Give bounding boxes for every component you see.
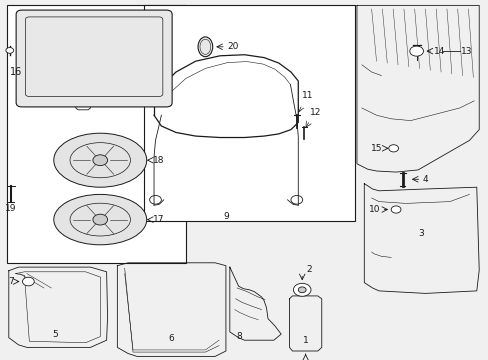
Text: 15: 15	[370, 144, 382, 153]
Text: 9: 9	[223, 212, 228, 221]
Ellipse shape	[54, 133, 146, 187]
Circle shape	[390, 206, 400, 213]
Ellipse shape	[198, 37, 212, 57]
Text: 13: 13	[460, 46, 471, 55]
Circle shape	[388, 145, 398, 152]
Text: 11: 11	[302, 91, 313, 100]
Bar	[144, 5, 354, 221]
Text: 3: 3	[418, 230, 424, 239]
Circle shape	[298, 287, 305, 293]
Text: 12: 12	[309, 108, 321, 117]
Bar	[7, 5, 185, 263]
Circle shape	[93, 214, 107, 225]
Circle shape	[409, 46, 423, 56]
Text: 5: 5	[52, 330, 58, 338]
Circle shape	[293, 283, 310, 296]
Text: 1: 1	[302, 336, 308, 345]
Text: 4: 4	[422, 175, 427, 184]
Ellipse shape	[54, 194, 146, 245]
Text: 16: 16	[10, 67, 22, 77]
Circle shape	[22, 277, 34, 286]
Text: 10: 10	[368, 205, 380, 214]
Text: 6: 6	[168, 334, 174, 343]
Circle shape	[93, 155, 107, 166]
Text: 20: 20	[227, 42, 238, 51]
Text: 18: 18	[153, 156, 164, 165]
Text: 14: 14	[433, 46, 445, 55]
FancyBboxPatch shape	[16, 10, 172, 107]
Circle shape	[6, 48, 14, 53]
Text: 17: 17	[153, 215, 164, 224]
Text: 7: 7	[8, 277, 14, 286]
Text: 2: 2	[305, 266, 311, 274]
Text: 19: 19	[5, 204, 17, 213]
Text: 8: 8	[236, 332, 242, 341]
